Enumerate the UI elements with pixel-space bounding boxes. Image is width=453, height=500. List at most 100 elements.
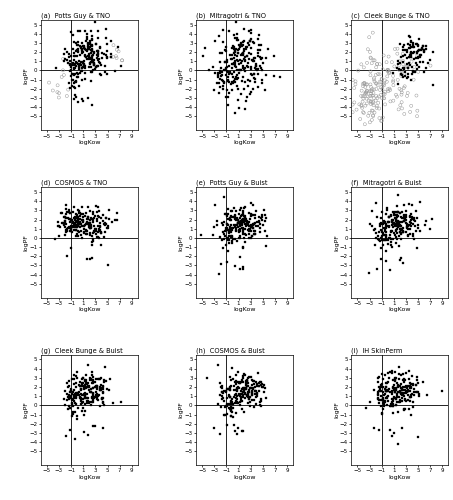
Point — [391, 377, 399, 385]
Point — [239, 228, 246, 235]
Text: (f)  Mitragotri & Buist: (f) Mitragotri & Buist — [352, 180, 422, 186]
Point — [88, 370, 95, 378]
Point — [226, 383, 233, 391]
Point — [249, 389, 256, 397]
Point — [90, 384, 97, 392]
Point — [78, 394, 85, 402]
Point — [89, 208, 96, 216]
Point — [223, 386, 230, 394]
Point — [53, 64, 60, 72]
Point — [78, 64, 85, 72]
Point — [91, 214, 98, 222]
Point — [263, 232, 270, 240]
Point — [107, 53, 114, 61]
Point — [57, 208, 64, 216]
Point — [408, 102, 415, 110]
Point — [233, 370, 240, 378]
Point — [221, 226, 228, 234]
Point — [380, 395, 387, 403]
Point — [92, 376, 99, 384]
Point — [197, 232, 204, 239]
Point — [86, 384, 93, 392]
Point — [93, 382, 100, 390]
Point — [221, 410, 228, 418]
Point — [71, 84, 78, 92]
Point — [71, 38, 78, 46]
Point — [58, 208, 66, 216]
Point — [251, 402, 258, 410]
Point — [244, 59, 251, 67]
Point — [82, 54, 89, 62]
Point — [383, 387, 390, 395]
Point — [65, 392, 72, 400]
Point — [224, 236, 231, 244]
Point — [94, 233, 101, 241]
Point — [239, 385, 246, 393]
Point — [67, 404, 74, 411]
Point — [386, 223, 393, 231]
Point — [79, 46, 86, 54]
Point — [375, 70, 382, 78]
Point — [244, 378, 251, 386]
Point — [355, 66, 362, 74]
Point — [407, 213, 414, 221]
Point — [416, 198, 424, 206]
Point — [238, 376, 246, 384]
Point — [386, 234, 394, 242]
Point — [400, 218, 408, 226]
Point — [414, 48, 421, 56]
Point — [72, 372, 80, 380]
Point — [377, 91, 385, 99]
Point — [222, 71, 229, 79]
Point — [404, 70, 411, 78]
Point — [224, 92, 231, 100]
Point — [61, 45, 68, 53]
Point — [61, 217, 68, 225]
Point — [96, 223, 103, 231]
Point — [412, 381, 419, 389]
Point — [250, 220, 257, 228]
Point — [76, 220, 83, 228]
Point — [90, 210, 97, 218]
Point — [236, 56, 243, 64]
Point — [88, 42, 95, 50]
Point — [223, 58, 231, 66]
Point — [232, 216, 240, 224]
Point — [88, 392, 95, 400]
Point — [377, 117, 385, 125]
Point — [216, 48, 223, 56]
Point — [224, 100, 231, 108]
Point — [406, 212, 414, 220]
Point — [233, 75, 241, 83]
Point — [406, 367, 413, 375]
Point — [378, 220, 385, 228]
Point — [379, 66, 386, 74]
Point — [251, 78, 259, 86]
Point — [237, 40, 245, 48]
Point — [78, 222, 86, 230]
Point — [414, 68, 422, 76]
Point — [367, 98, 375, 106]
Point — [380, 232, 387, 239]
Point — [363, 80, 370, 88]
Point — [370, 86, 377, 94]
Point — [226, 384, 233, 392]
Point — [394, 408, 401, 416]
Point — [408, 70, 415, 78]
Point — [81, 394, 88, 402]
Point — [245, 39, 252, 47]
Point — [409, 402, 416, 410]
Point — [67, 224, 74, 232]
Point — [76, 64, 83, 72]
Point — [233, 220, 240, 228]
Point — [243, 93, 251, 101]
Point — [99, 211, 106, 219]
Point — [387, 212, 395, 220]
Point — [238, 406, 245, 413]
Point — [101, 221, 109, 229]
Point — [237, 90, 245, 98]
Point — [241, 64, 249, 72]
Point — [390, 72, 397, 80]
Point — [72, 226, 79, 234]
Point — [81, 42, 88, 50]
